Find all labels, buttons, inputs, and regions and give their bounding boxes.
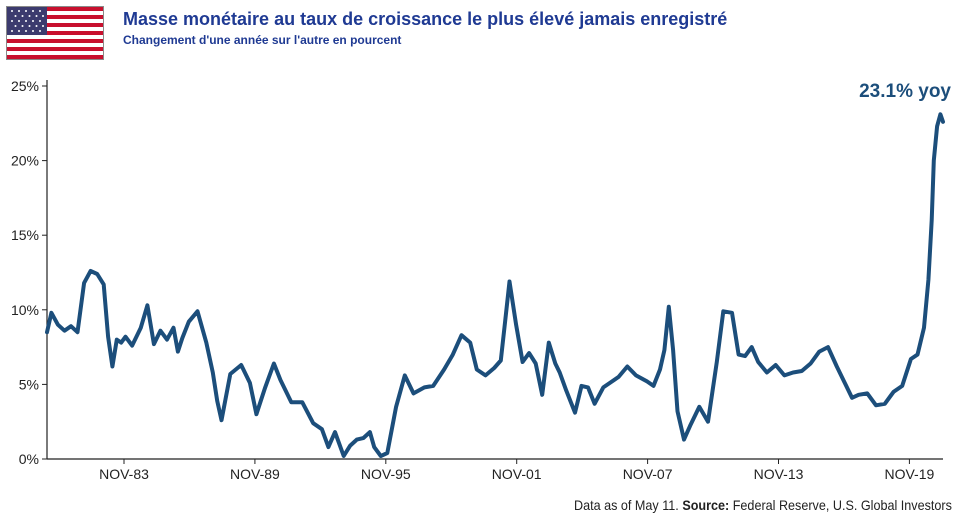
- x-tick-label: NOV-89: [230, 466, 280, 482]
- money-supply-growth-line: [45, 112, 945, 458]
- y-tick-label: 15%: [11, 227, 39, 243]
- x-axis: NOV-83 NOV-89 NOV-95 NOV-01 NOV-07 NOV-13 NOV-…: [47, 458, 943, 482]
- chart-subtitle: Changement d'une année sur l'autre en po…: [123, 33, 402, 47]
- yoy-annotation: 23.1% yoy: [859, 81, 951, 102]
- y-tick-label: 5%: [19, 376, 39, 392]
- x-tick-label: NOV-95: [361, 466, 411, 482]
- us-flag-graphic: [7, 7, 103, 59]
- x-tick-label: NOV-13: [754, 466, 804, 482]
- source-prefix: Data as of May 11.: [574, 497, 683, 513]
- source-text: Federal Reserve, U.S. Global Investors: [729, 497, 952, 513]
- source-label: Source:: [682, 497, 730, 513]
- chart-title: Masse monétaire au taux de croissance le…: [123, 9, 728, 29]
- y-tick-label: 20%: [11, 153, 39, 169]
- x-tick-label: NOV-01: [492, 466, 542, 482]
- x-tick-label: NOV-19: [884, 466, 934, 482]
- y-tick-label: 10%: [11, 302, 39, 318]
- source-note: Data as of May 11. Source: Federal Reser…: [574, 497, 952, 513]
- x-tick-label: NOV-83: [99, 466, 149, 482]
- y-tick-label: 0%: [19, 451, 39, 467]
- y-tick-label: 25%: [11, 78, 39, 94]
- us-flag-icon: [6, 6, 104, 60]
- x-tick-label: NOV-07: [623, 466, 673, 482]
- y-axis: 0% 5% 10% 15% 20% 25%: [11, 78, 48, 467]
